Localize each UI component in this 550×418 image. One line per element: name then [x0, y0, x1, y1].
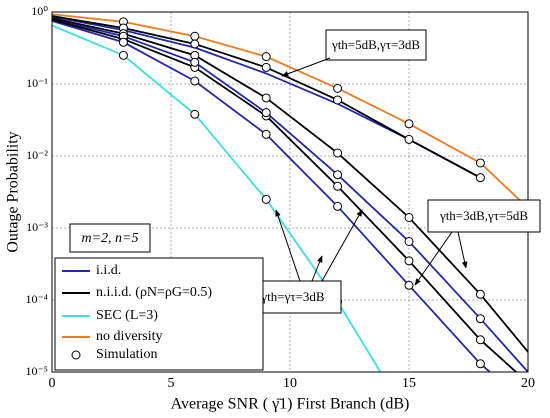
- simulation-marker: [475, 158, 485, 168]
- y-tick-label: 10⁻⁵: [25, 364, 48, 378]
- series-line: [52, 17, 528, 353]
- simulation-marker: [190, 109, 200, 119]
- annotation: γth=5dB,γτ=3dB: [331, 37, 420, 52]
- simulation-marker: [190, 76, 200, 86]
- simulation-marker: [404, 119, 414, 129]
- annotation: γth=γτ=3dB: [260, 289, 324, 304]
- annotation-box: [427, 199, 541, 233]
- simulation-marker: [475, 314, 485, 324]
- simulation-marker: [404, 280, 414, 290]
- legend-label: no diversity: [96, 329, 163, 344]
- x-axis-label: Average SNR ( γ̄1) First Branch (dB): [171, 396, 410, 413]
- legend-label: SEC (L=3): [96, 308, 158, 323]
- y-tick-label: 10⁻⁴: [25, 292, 48, 306]
- simulation-marker: [475, 289, 485, 299]
- simulation-marker: [475, 359, 485, 369]
- simulation-marker: [118, 50, 128, 60]
- x-tick-label: 20: [521, 376, 535, 391]
- arrow: [457, 231, 468, 269]
- simulation-marker: [475, 335, 485, 345]
- simulation-marker: [475, 173, 485, 183]
- legend-label: i.i.d.: [96, 263, 121, 278]
- y-axis-label: Outage Probability: [5, 131, 22, 252]
- simulation-marker: [261, 108, 271, 118]
- arrow: [311, 255, 323, 282]
- y-tick-label: 10⁻²: [26, 148, 48, 162]
- y-tick-label: 10⁰: [31, 4, 48, 18]
- annotation-box: [325, 29, 427, 61]
- legend-label: Simulation: [96, 347, 157, 362]
- simulation-marker: [261, 129, 271, 139]
- simulation-marker: [190, 39, 200, 49]
- simulation-marker: [333, 181, 343, 191]
- simulation-marker: [333, 170, 343, 180]
- simulation-marker: [190, 31, 200, 41]
- simulation-marker: [261, 93, 271, 103]
- legend: i.i.d. n.i.i.d. (ρN=ρG=0.5) SEC (L=3) no di…: [54, 257, 264, 371]
- simulation-marker: [404, 134, 414, 144]
- series-line: [52, 18, 528, 372]
- annotation-box: [69, 223, 151, 253]
- x-tick-label: 5: [168, 376, 175, 391]
- series-line: [52, 13, 528, 209]
- simulation-marker: [261, 52, 271, 62]
- legend-box: [54, 257, 264, 371]
- y-tick-label: 10⁻³: [26, 220, 48, 234]
- simulation-marker: [404, 256, 414, 266]
- y-tick-label: 10⁻¹: [26, 76, 48, 90]
- simulation-marker: [118, 37, 128, 47]
- x-tick-label: 15: [402, 376, 416, 391]
- simulation-marker: [261, 62, 271, 72]
- x-tick-label: 0: [49, 376, 56, 391]
- x-tick-label: 10: [283, 376, 297, 391]
- arrow: [321, 209, 363, 282]
- annotation: m=2, n=5: [81, 231, 138, 246]
- legend-marker: [71, 350, 81, 360]
- arrow: [275, 209, 301, 282]
- legend-label: n.i.i.d. (ρN=ρG=0.5): [96, 285, 212, 300]
- series-line: [52, 18, 517, 372]
- arrow: [281, 57, 331, 77]
- simulation-marker: [333, 148, 343, 158]
- simulation-marker: [333, 95, 343, 105]
- simulation-marker: [333, 83, 343, 93]
- simulation-marker: [190, 57, 200, 67]
- arrow: [414, 231, 453, 286]
- simulation-marker: [404, 236, 414, 246]
- series-line: [52, 24, 382, 372]
- annotation: γth=3dB,γτ=5dB: [439, 208, 528, 223]
- series-line: [52, 20, 491, 372]
- simulation-marker: [404, 212, 414, 222]
- simulation-marker: [333, 201, 343, 211]
- simulation-marker: [261, 194, 271, 204]
- plot-frame: [51, 11, 529, 373]
